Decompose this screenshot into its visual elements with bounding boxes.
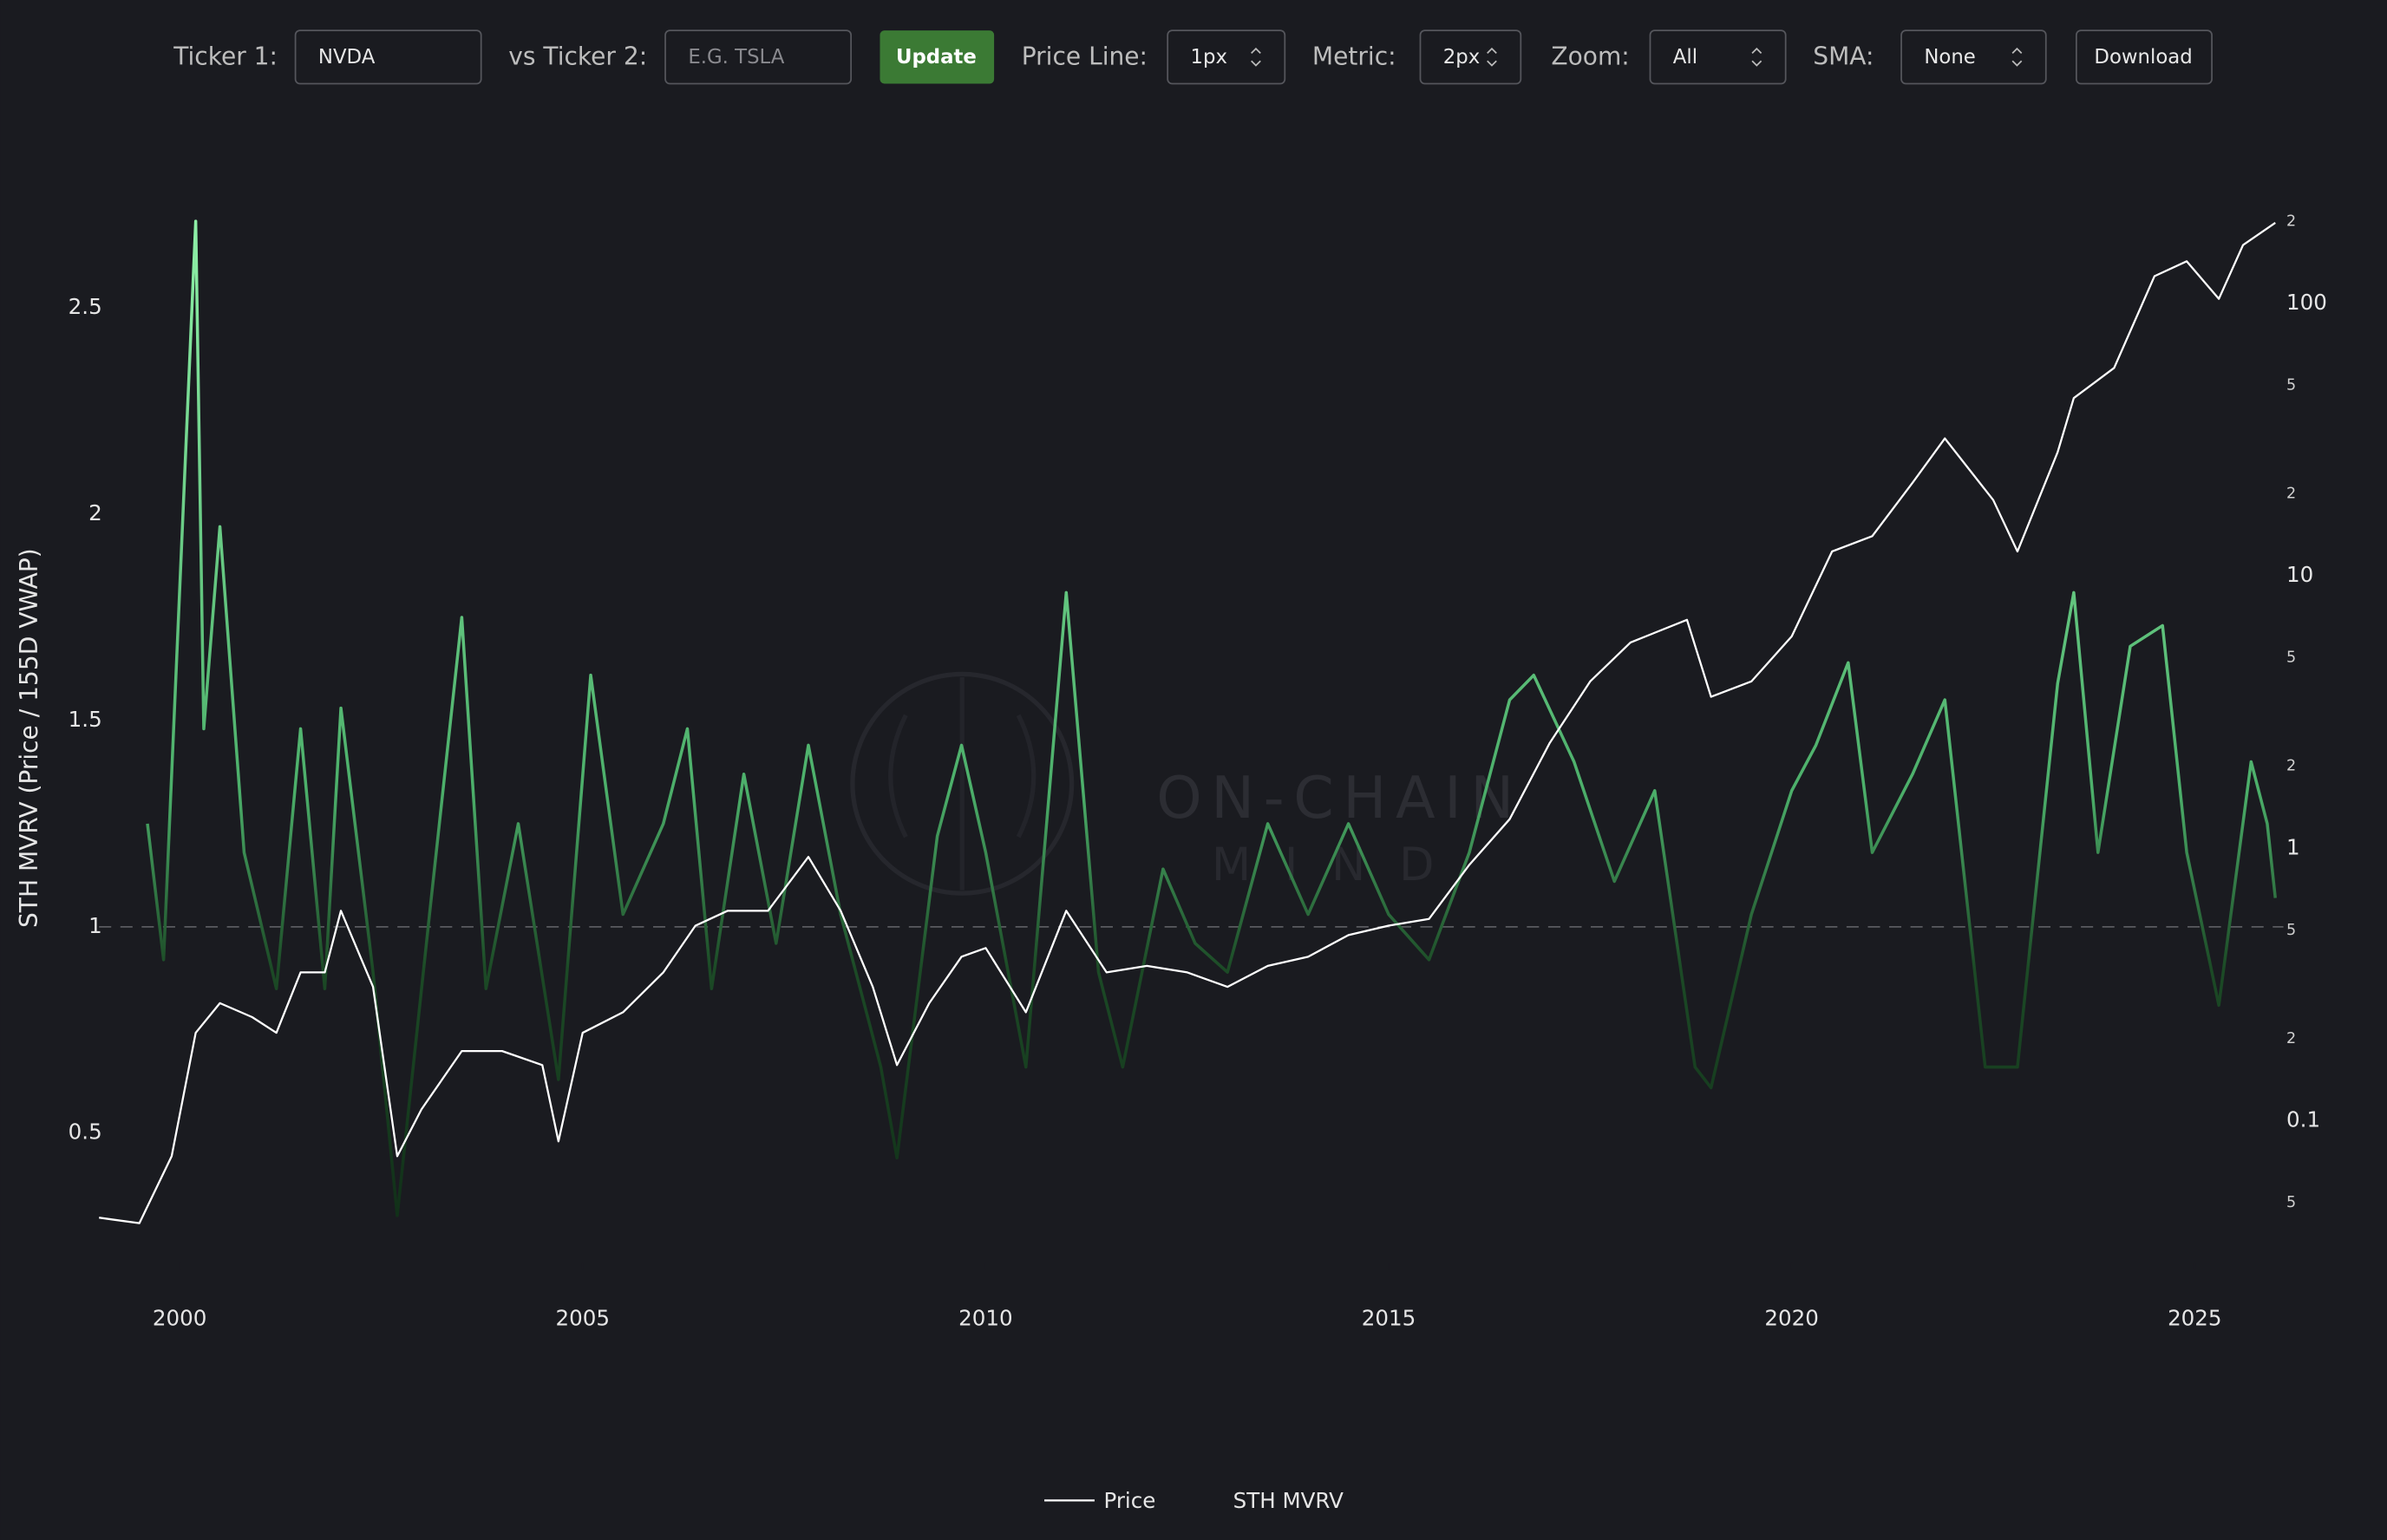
ticker2-input-box[interactable] xyxy=(664,29,853,85)
ticker1-input[interactable]: NVDA xyxy=(294,29,482,85)
x-tick-label: 2005 xyxy=(556,1306,610,1331)
price-line-select[interactable]: 1px xyxy=(1167,29,1286,85)
watermark-text: ON-CHAIN xyxy=(1156,764,1522,832)
legend-label[interactable]: Price xyxy=(1103,1488,1155,1513)
ticker1-input-box[interactable] xyxy=(294,29,482,85)
control-label: Metric: xyxy=(1312,42,1396,71)
y2-tick-label: 5 xyxy=(2286,1194,2296,1211)
update-button-text[interactable]: Update xyxy=(896,46,977,69)
legend-item[interactable]: STH MVRV xyxy=(1233,1488,1344,1513)
legend-item[interactable]: Price xyxy=(1044,1488,1155,1513)
ticker2-input-text[interactable]: E.G. TSLA xyxy=(688,46,784,69)
metric-select-box[interactable] xyxy=(1419,29,1522,85)
control-label: SMA: xyxy=(1813,42,1874,71)
control-label: Price Line: xyxy=(1022,42,1148,71)
series-line xyxy=(146,219,2277,1217)
update-button[interactable]: Update xyxy=(880,30,995,84)
watermark: ON-CHAIN MIND xyxy=(850,671,1522,896)
select-chevron[interactable] xyxy=(2011,47,2023,67)
y2-tick-label: 10 xyxy=(2286,562,2313,587)
metric-select[interactable]: 2px xyxy=(1419,29,1522,85)
price-line-select-box[interactable] xyxy=(1167,29,1286,85)
zoom-select-text[interactable]: All xyxy=(1673,46,1697,69)
legend-label[interactable]: STH MVRV xyxy=(1233,1488,1344,1513)
series-line xyxy=(99,221,2276,1224)
control-label: Ticker 1: xyxy=(173,42,278,71)
y2-tick-label: 2 xyxy=(2286,1030,2296,1047)
x-tick-label: 2000 xyxy=(153,1306,206,1331)
y-tick-label: 2 xyxy=(88,500,102,525)
x-tick-label: 2010 xyxy=(958,1306,1012,1331)
watermark-logo xyxy=(888,676,1037,891)
sma-select[interactable]: None xyxy=(1900,29,2047,85)
select-chevron[interactable] xyxy=(1487,47,1497,67)
y2-tick-label: 2 xyxy=(2286,486,2296,503)
zoom-select-box[interactable] xyxy=(1649,29,1787,85)
zoom-select[interactable]: All xyxy=(1649,29,1787,85)
y-tick-label: 0.5 xyxy=(69,1119,102,1145)
control-label: Zoom: xyxy=(1551,42,1629,71)
select-chevron[interactable] xyxy=(1251,47,1261,67)
metric-select-text[interactable]: 2px xyxy=(1443,46,1480,69)
sma-select-box[interactable] xyxy=(1900,29,2047,85)
plot: 2000 2005 2010 2015 2020 2025 0.5 1 1.5 2 2.5 5 0.1 2… xyxy=(69,213,2327,1514)
y-tick-label: 2.5 xyxy=(69,294,102,319)
y2-tick-label: 0.1 xyxy=(2286,1106,2320,1132)
download-button-text[interactable]: Download xyxy=(2094,46,2192,69)
y-tick-label: 1 xyxy=(88,913,102,938)
download-button-bg[interactable] xyxy=(2075,29,2213,85)
watermark-logo xyxy=(850,671,1075,896)
y2-tick-label: 100 xyxy=(2286,290,2327,315)
update-button-bg[interactable] xyxy=(880,30,995,84)
y-tick-label: 1.5 xyxy=(69,707,102,732)
y2-tick-label: 5 xyxy=(2286,377,2296,395)
y2-tick-label: 2 xyxy=(2286,758,2296,775)
y2-tick-label: 5 xyxy=(2286,649,2296,667)
y-axis-title: STH MVRV (Price / 155D VWAP) xyxy=(15,548,43,928)
y2-tick-label: 5 xyxy=(2286,922,2296,939)
y2-tick-label: 2 xyxy=(2286,213,2296,231)
select-chevron[interactable] xyxy=(1751,47,1762,67)
ticker1-input-text[interactable]: NVDA xyxy=(318,46,376,69)
sma-select-text[interactable]: None xyxy=(1924,46,1975,69)
x-tick-label: 2020 xyxy=(1764,1306,1818,1331)
price-line-select-text[interactable]: 1px xyxy=(1190,46,1226,69)
x-tick-label: 2025 xyxy=(2168,1306,2221,1331)
download-button[interactable]: Download xyxy=(2075,29,2213,85)
control-label: vs Ticker 2: xyxy=(508,42,647,71)
y2-tick-label: 1 xyxy=(2286,834,2300,859)
toolbar: Ticker 1: NVDA vs Ticker 2: E.G. TSLA Update… xyxy=(173,29,2213,85)
ticker2-input[interactable]: E.G. TSLA xyxy=(664,29,853,85)
x-tick-label: 2015 xyxy=(1362,1306,1416,1331)
